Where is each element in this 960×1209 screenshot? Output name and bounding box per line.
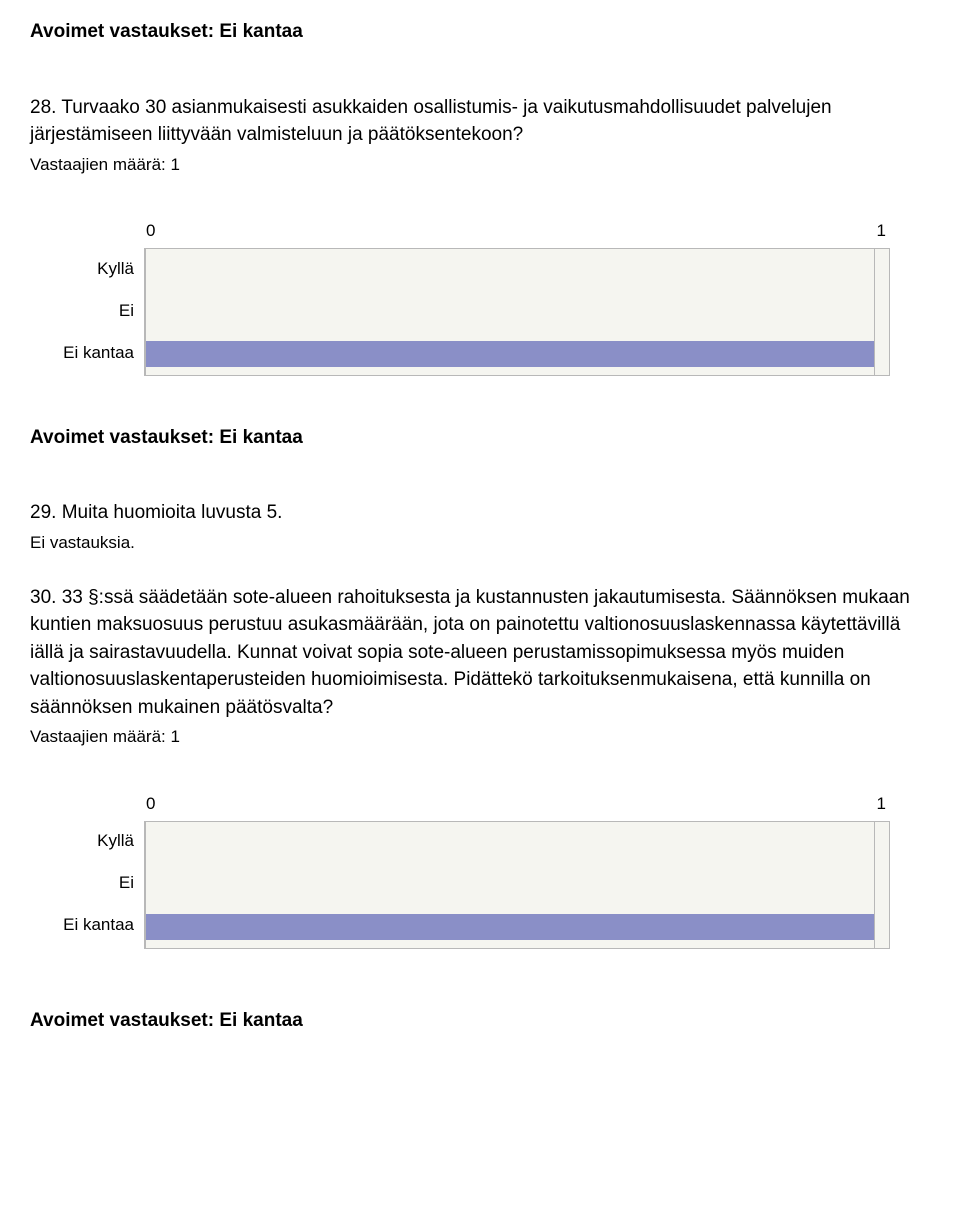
bar-label: Ei xyxy=(38,290,144,332)
bar-row xyxy=(145,822,889,864)
bar-label: Ei kantaa xyxy=(38,332,144,374)
chart-q30: 0 1 Kyllä Ei Ei kantaa xyxy=(38,792,930,949)
axis-tick-label: 1 xyxy=(877,792,886,817)
question-30-respondents: Vastaajien määrä: 1 xyxy=(30,725,930,750)
chart-q30-plot xyxy=(144,821,890,949)
bar-row xyxy=(145,333,889,375)
bar-label: Ei kantaa xyxy=(38,905,144,947)
bar-label: Kyllä xyxy=(38,248,144,290)
chart-q30-labels: Kyllä Ei Ei kantaa xyxy=(38,821,144,949)
question-29-no-answers: Ei vastauksia. xyxy=(30,531,930,556)
bar-row xyxy=(145,906,889,948)
bar-label: Ei xyxy=(38,863,144,905)
chart-q28-plot xyxy=(144,248,890,376)
open-answers-heading-bottom: Avoimet vastaukset: Ei kantaa xyxy=(30,1007,930,1035)
bar-row xyxy=(145,249,889,291)
open-answers-heading-mid: Avoimet vastaukset: Ei kantaa xyxy=(30,424,930,452)
axis-tick-label: 0 xyxy=(146,219,155,244)
chart-q30-axis: 0 1 xyxy=(144,792,888,817)
bar-row xyxy=(145,291,889,333)
question-28-respondents: Vastaajien määrä: 1 xyxy=(30,153,930,178)
question-30-text: 30. 33 §:ssä säädetään sote-alueen rahoi… xyxy=(30,584,930,722)
axis-tick-label: 1 xyxy=(877,219,886,244)
chart-q28-axis: 0 1 xyxy=(144,219,888,244)
open-answers-heading-top: Avoimet vastaukset: Ei kantaa xyxy=(30,18,930,46)
bar-row xyxy=(145,864,889,906)
axis-tick-label: 0 xyxy=(146,792,155,817)
question-29-text: 29. Muita huomioita luvusta 5. xyxy=(30,499,930,527)
question-28-text: 28. Turvaako 30 asianmukaisesti asukkaid… xyxy=(30,94,930,149)
chart-q28-labels: Kyllä Ei Ei kantaa xyxy=(38,248,144,376)
chart-q28: 0 1 Kyllä Ei Ei kantaa xyxy=(38,219,930,376)
bar-label: Kyllä xyxy=(38,821,144,863)
bar-fill xyxy=(146,914,875,940)
bar-fill xyxy=(146,341,875,367)
